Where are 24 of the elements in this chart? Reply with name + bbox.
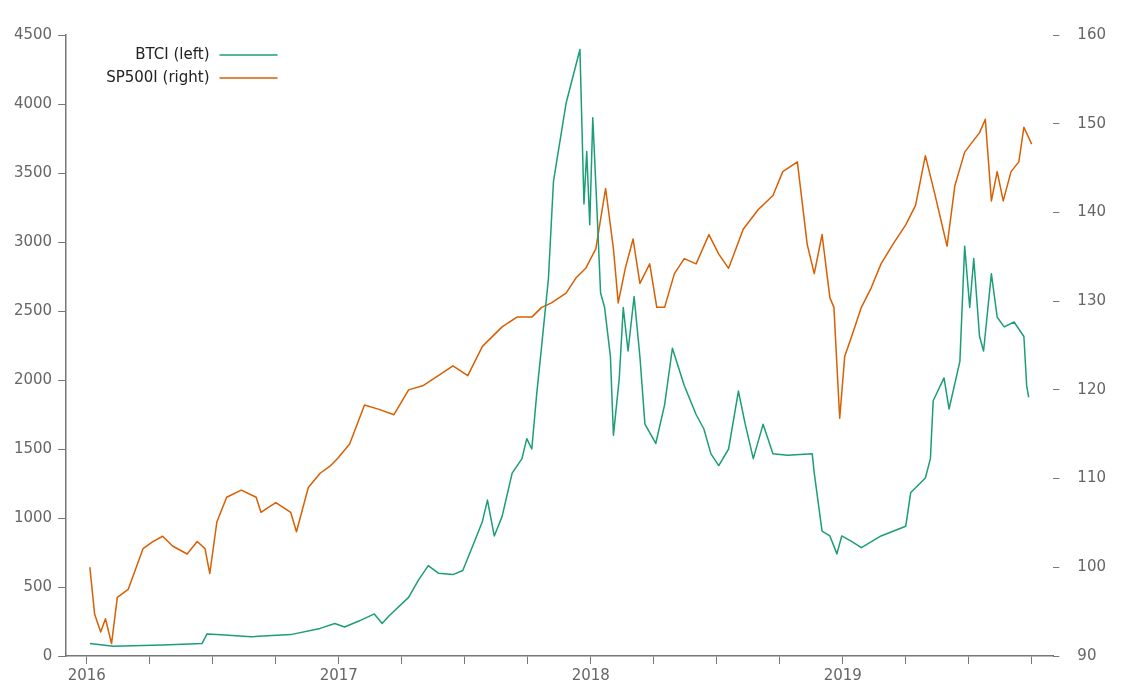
legend-label: SP500I (right) xyxy=(106,67,210,86)
x-tick-label: 2018 xyxy=(571,665,610,684)
y-tick-label: 2500 xyxy=(13,300,53,319)
y-tick-label: 3000 xyxy=(13,231,53,250)
y2-tick-label: 150 xyxy=(1077,113,1107,132)
y2-tick-label: 130 xyxy=(1077,291,1107,310)
y2-tick-label: 120 xyxy=(1077,379,1107,398)
y-tick-label: 4000 xyxy=(13,93,53,112)
y-tick-label: 3500 xyxy=(13,162,53,181)
y-tick-label: 2000 xyxy=(13,369,53,388)
y2-tick-label: 110 xyxy=(1077,468,1107,487)
x-tick-label: 2017 xyxy=(319,665,358,684)
y-tick-label: 1500 xyxy=(13,438,53,457)
y-tick-label: 4500 xyxy=(13,24,53,43)
y2-tick-label: 140 xyxy=(1077,202,1107,221)
y2-tick-label: 100 xyxy=(1077,557,1107,576)
x-tick-label: 2016 xyxy=(67,665,106,684)
y2-tick-label: 90 xyxy=(1077,645,1097,664)
y-tick-label: 1000 xyxy=(13,507,53,526)
y2-tick-label: 160 xyxy=(1077,24,1107,43)
y-tick-label: 0 xyxy=(42,645,53,664)
x-tick-label: 2019 xyxy=(823,665,862,684)
y-tick-label: 500 xyxy=(23,576,53,595)
legend-label: BTCI (left) xyxy=(135,44,210,63)
